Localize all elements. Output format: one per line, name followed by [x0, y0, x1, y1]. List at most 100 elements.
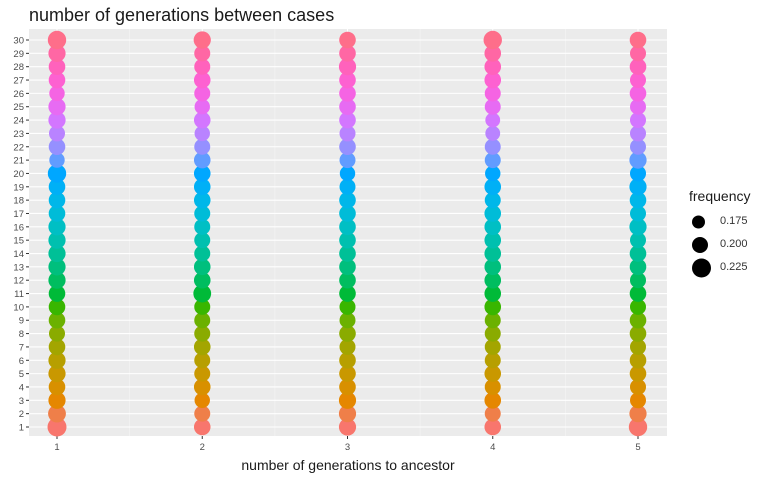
- legend-item: 0.175: [692, 212, 762, 232]
- data-point: [339, 271, 356, 289]
- data-point: [629, 245, 647, 262]
- legend-label: 0.200: [720, 238, 748, 250]
- x-tick-label: 2: [200, 442, 205, 453]
- y-tick-label: 22: [13, 142, 24, 153]
- y-tick-label: 10: [13, 302, 24, 313]
- data-point: [48, 404, 66, 423]
- legend-size-dot: [692, 258, 711, 278]
- data-point: [48, 338, 66, 356]
- data-point: [484, 205, 502, 222]
- data-point: [193, 111, 211, 129]
- data-point: [630, 378, 646, 395]
- data-point: [339, 245, 356, 262]
- data-point: [339, 325, 356, 342]
- data-point: [484, 405, 501, 422]
- data-point: [630, 45, 646, 62]
- data-point: [194, 138, 211, 155]
- data-point: [484, 285, 502, 302]
- legend-size-dot: [692, 215, 705, 229]
- data-point: [194, 245, 211, 262]
- data-point: [484, 178, 502, 196]
- data-point: [484, 418, 502, 436]
- data-point: [484, 85, 501, 102]
- legend-size-dot: [692, 237, 708, 253]
- data-point: [48, 178, 66, 196]
- data-point: [48, 58, 66, 75]
- data-point: [629, 351, 647, 369]
- data-point: [630, 138, 646, 155]
- data-point: [484, 138, 501, 155]
- y-tick-label: 21: [13, 156, 24, 167]
- data-point: [629, 178, 647, 196]
- data-point: [338, 418, 357, 436]
- data-point: [484, 245, 502, 262]
- data-point: [48, 191, 66, 209]
- data-point: [484, 365, 502, 382]
- data-point: [484, 58, 502, 75]
- y-tick-label: 7: [19, 342, 24, 353]
- data-point: [484, 71, 502, 89]
- data-point: [48, 258, 66, 276]
- data-point: [629, 218, 647, 236]
- data-point: [338, 391, 357, 409]
- data-point: [48, 311, 66, 329]
- data-point: [339, 165, 356, 182]
- data-point: [484, 325, 501, 342]
- data-point: [629, 258, 647, 276]
- data-point: [193, 418, 211, 436]
- data-point: [484, 338, 501, 355]
- data-point: [485, 165, 501, 182]
- data-point: [48, 111, 66, 129]
- data-point: [194, 392, 210, 409]
- data-point: [484, 312, 501, 329]
- data-point: [630, 112, 646, 129]
- y-tick-label: 20: [13, 169, 24, 180]
- data-point: [194, 312, 211, 329]
- legend-item: 0.225: [692, 258, 762, 278]
- data-point: [630, 338, 646, 355]
- data-point: [628, 417, 648, 437]
- y-tick-label: 8: [19, 329, 24, 340]
- data-point: [339, 365, 356, 382]
- data-point: [49, 125, 65, 142]
- data-point: [629, 325, 647, 342]
- data-point: [339, 31, 356, 49]
- y-tick-label: 26: [13, 89, 24, 100]
- data-point: [630, 125, 646, 142]
- data-point: [484, 378, 501, 395]
- data-point: [194, 205, 211, 222]
- y-tick-label: 25: [13, 102, 24, 113]
- data-point: [194, 99, 210, 115]
- data-point: [629, 285, 647, 302]
- data-point: [484, 231, 502, 249]
- data-point: [339, 258, 356, 276]
- legend-item: 0.200: [692, 235, 762, 255]
- data-point: [47, 164, 67, 183]
- data-point: [193, 191, 211, 209]
- data-point: [194, 232, 211, 249]
- legend-label: 0.175: [720, 215, 748, 227]
- x-axis-title: number of generations to ancestor: [241, 457, 455, 473]
- legend-title: frequency: [689, 188, 751, 204]
- data-point: [339, 298, 356, 315]
- data-point: [629, 365, 647, 382]
- data-point: [49, 85, 65, 102]
- data-point: [194, 352, 211, 369]
- y-tick-label: 6: [19, 356, 24, 367]
- y-tick-label: 9: [19, 316, 24, 327]
- data-point: [48, 351, 66, 369]
- y-tick-label: 15: [13, 236, 24, 247]
- data-point: [484, 352, 501, 369]
- data-point: [194, 45, 211, 62]
- data-point: [629, 151, 647, 169]
- data-point: [193, 338, 211, 356]
- data-point: [339, 178, 356, 195]
- y-tick-label: 30: [13, 36, 24, 47]
- data-point: [193, 151, 211, 169]
- y-tick-label: 5: [19, 369, 24, 380]
- data-point: [630, 392, 646, 409]
- data-point: [630, 298, 646, 315]
- data-point: [338, 405, 357, 423]
- data-point: [484, 45, 502, 62]
